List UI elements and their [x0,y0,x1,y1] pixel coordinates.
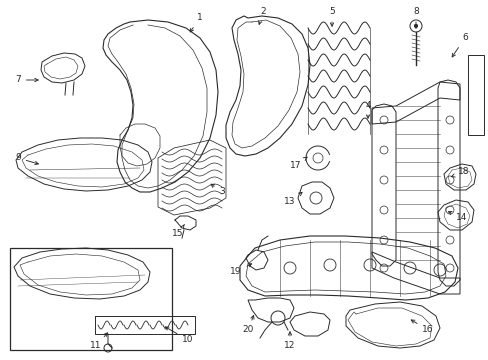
Text: 15: 15 [172,224,184,238]
Text: 9: 9 [15,153,38,165]
Text: 18: 18 [450,167,469,177]
Text: 14: 14 [447,212,467,222]
Circle shape [413,24,417,28]
Text: 12: 12 [284,332,295,351]
Text: 4: 4 [365,100,370,118]
Text: 8: 8 [412,8,418,28]
Text: 19: 19 [230,264,251,276]
Bar [467,55,483,135]
Text: 16: 16 [410,320,433,334]
Text: 11: 11 [90,333,107,351]
Text: 5: 5 [328,8,334,26]
Text: 7: 7 [15,76,38,85]
Bar [10,248,172,350]
Text: 6: 6 [451,33,467,57]
Text: 1: 1 [190,13,203,32]
Text: 3: 3 [211,184,224,197]
Text: 10: 10 [165,327,193,345]
Text: 2: 2 [258,8,265,24]
Text: 13: 13 [284,192,302,207]
Text: 20: 20 [242,315,253,334]
Text: 17: 17 [290,157,306,170]
